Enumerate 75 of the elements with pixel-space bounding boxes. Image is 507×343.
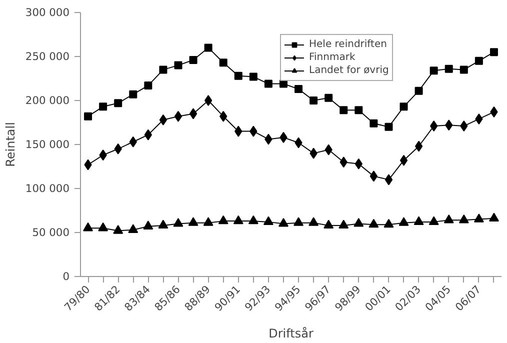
point	[204, 95, 212, 106]
point	[249, 72, 258, 81]
point	[144, 82, 152, 90]
point	[384, 122, 393, 131]
y-axis-title: Reintall	[3, 122, 18, 167]
point	[264, 80, 272, 88]
point	[189, 108, 198, 120]
point	[128, 224, 138, 233]
point	[188, 217, 198, 226]
point	[338, 220, 349, 229]
point	[233, 215, 244, 224]
point	[174, 61, 182, 70]
x-axis-title: Driftsår	[268, 326, 314, 340]
point	[278, 218, 288, 227]
point	[174, 110, 182, 122]
point	[84, 112, 92, 120]
point	[414, 140, 423, 152]
point	[444, 64, 453, 73]
point	[203, 217, 214, 226]
point	[310, 96, 318, 104]
point	[113, 225, 124, 234]
point	[460, 66, 468, 74]
point	[189, 56, 198, 64]
point	[294, 217, 304, 226]
point	[248, 215, 258, 224]
y-tick-label: 200 000	[25, 94, 70, 107]
point	[143, 220, 154, 230]
point	[490, 48, 498, 56]
point	[98, 222, 108, 232]
point	[488, 212, 499, 222]
point	[173, 218, 184, 227]
point	[83, 222, 94, 232]
point	[384, 218, 394, 228]
point	[158, 220, 168, 229]
legend-label: Landet for øvrig	[309, 64, 389, 77]
point	[368, 218, 379, 228]
point	[294, 85, 303, 94]
y-tick-label: 150 000	[25, 138, 70, 151]
point	[219, 58, 228, 67]
legend-label: Finnmark	[309, 51, 356, 64]
point	[159, 114, 168, 126]
point	[458, 214, 469, 224]
point	[428, 216, 439, 226]
point	[159, 66, 168, 74]
point	[384, 174, 393, 186]
point	[474, 214, 484, 222]
point	[400, 154, 408, 166]
y-tick-label: 250 000	[25, 50, 70, 63]
point	[129, 90, 138, 98]
point	[400, 102, 408, 111]
y-tick-label: 0	[62, 270, 70, 283]
point	[218, 215, 228, 224]
point	[324, 94, 333, 102]
point	[370, 170, 378, 182]
point	[99, 102, 108, 111]
y-tick-label: 300 000	[25, 6, 70, 19]
legend-label: Hele reindriften	[309, 38, 387, 51]
y-tick-label: 100 000	[25, 182, 70, 195]
point	[398, 217, 409, 226]
point	[354, 218, 364, 227]
point	[444, 214, 454, 224]
point	[474, 56, 483, 65]
point	[204, 44, 212, 52]
point	[414, 216, 424, 226]
point	[340, 106, 348, 114]
point	[354, 106, 363, 114]
point	[234, 72, 242, 80]
point	[324, 220, 334, 229]
point	[308, 217, 319, 226]
y-tick-label: 50 000	[32, 226, 70, 239]
point	[370, 119, 378, 128]
point	[263, 216, 274, 226]
point	[430, 66, 438, 75]
point	[414, 86, 423, 95]
point	[114, 99, 122, 108]
